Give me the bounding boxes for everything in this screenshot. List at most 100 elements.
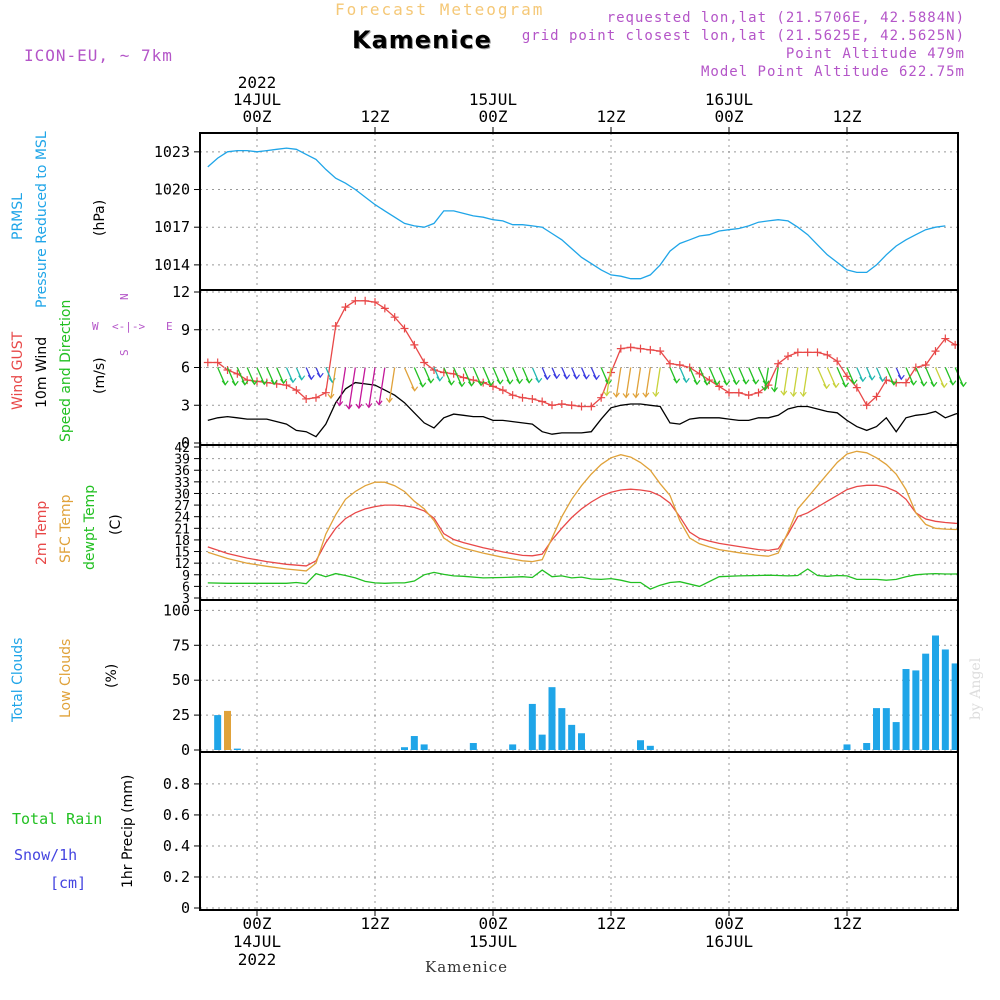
wind-arrowhead: [723, 380, 731, 386]
wind-arrowhead: [250, 379, 258, 386]
temp-ytick-label: 33: [174, 476, 190, 491]
location-title: Kamenice: [352, 26, 492, 54]
gust-marker: [823, 350, 832, 359]
wind-arrow: [816, 367, 828, 389]
wind-arrowhead: [799, 391, 807, 398]
wind-arrow: [348, 367, 356, 409]
clouds-bar: [646, 745, 654, 750]
wind-arrowhead: [622, 393, 630, 399]
wind-arrowhead: [761, 385, 769, 392]
wind-arrow: [236, 367, 246, 385]
temp-ytick-label: 3: [182, 592, 190, 607]
wind-arrowhead: [316, 372, 324, 379]
top-time-label: 00Z: [715, 107, 744, 126]
gust-marker: [616, 344, 625, 353]
compass-n: N: [118, 293, 131, 300]
wind-arrowhead: [592, 374, 600, 381]
total-rain-label: Total Rain: [12, 810, 103, 828]
gust-marker: [557, 399, 566, 408]
compass-e: E: [166, 320, 173, 333]
clouds-bar: [902, 669, 910, 750]
pressure-ytick-label: 1020: [154, 181, 190, 199]
wind-arrowhead: [713, 380, 721, 386]
wind-arrow: [689, 367, 698, 385]
clouds-bar: [951, 663, 958, 750]
gust-marker: [321, 388, 330, 397]
clouds-bar: [528, 703, 536, 750]
wind-series-10m-wind: [207, 381, 958, 438]
clouds-bar: [420, 744, 428, 750]
gust-marker: [430, 366, 438, 375]
gust-marker: [872, 392, 881, 401]
gust-marker: [548, 401, 556, 410]
wind-arrowhead: [241, 380, 249, 386]
gust-marker: [725, 388, 733, 397]
gust-marker: [203, 358, 212, 367]
clouds-bar: [214, 715, 222, 750]
temp-series-sfc-temp: [207, 450, 958, 572]
wind-arrowhead: [582, 374, 590, 380]
wind-arrowhead: [868, 375, 876, 381]
gust-marker: [243, 376, 252, 385]
wind-arrowhead: [703, 380, 711, 386]
wind-arrow: [669, 367, 678, 383]
wind-arrow: [718, 367, 728, 385]
wind-arrowhead: [859, 376, 867, 383]
gust-marker: [784, 352, 792, 361]
gust-marker: [587, 402, 596, 411]
gust-marker: [577, 402, 586, 411]
gust-marker: [626, 343, 635, 352]
bottom-time-label: 2022: [238, 950, 277, 969]
wind-arrowhead: [496, 379, 504, 385]
wind-arrow: [934, 367, 945, 388]
temp-ytick-label: 27: [174, 499, 190, 514]
clouds-bar: [233, 748, 241, 750]
wind-arrowhead: [355, 403, 363, 410]
precip-ytick-label: 0.6: [163, 806, 190, 824]
wind-arrow: [905, 367, 915, 385]
wind-arrow: [625, 367, 632, 398]
wind-arrow: [615, 367, 622, 397]
wind-arrowhead: [411, 386, 419, 392]
wind-arrowhead: [221, 380, 229, 386]
wind-arrow: [388, 367, 396, 403]
wind-arrow: [246, 367, 256, 385]
wind-arrow: [748, 367, 757, 384]
bottom-time-label: 15JUL: [469, 932, 517, 951]
clouds-bar: [509, 744, 517, 750]
clouds-bar: [941, 649, 949, 750]
wind-arrow: [773, 367, 779, 392]
wind-arrow: [502, 367, 511, 384]
grid-point-coords: grid point closest lon,lat (21.5625E, 42…: [521, 28, 965, 44]
wind-arrowhead: [879, 376, 886, 383]
gust-marker: [282, 381, 291, 390]
wind-arrow: [462, 367, 473, 386]
footer-location: Kamenice: [425, 958, 508, 976]
wind-ytick-label: 9: [181, 321, 190, 339]
model-point-altitude: Model Point Altitude 622.75m: [700, 64, 965, 80]
wind-arrow: [443, 367, 452, 385]
wind-arrowhead: [307, 374, 315, 381]
wind-arrow: [285, 367, 294, 383]
wind-arrowhead: [467, 381, 475, 387]
gust-marker: [292, 386, 301, 395]
bottom-time-label: 00Z: [243, 914, 272, 933]
gust-marker: [636, 344, 645, 353]
clouds-bar: [548, 687, 556, 750]
snow-label: Snow/1h: [14, 846, 78, 864]
gust-marker: [813, 348, 822, 357]
wind-arrow: [358, 367, 366, 409]
temp-ytick-label: 24: [174, 511, 190, 526]
bottom-time-label: 12Z: [833, 914, 862, 933]
clouds-bar: [410, 736, 418, 750]
wind-arrow: [325, 367, 333, 383]
wind-arrowhead: [289, 377, 297, 384]
clouds-panel-frame: [199, 599, 959, 753]
wind-arrow: [635, 367, 642, 398]
wind-arrowhead: [632, 393, 640, 399]
wind-arrow: [925, 367, 935, 387]
top-time-label: 16JUL: [705, 90, 753, 109]
wind-arrowhead: [693, 379, 701, 386]
wind-arrowhead: [298, 375, 306, 381]
wind-arrow: [885, 367, 895, 385]
